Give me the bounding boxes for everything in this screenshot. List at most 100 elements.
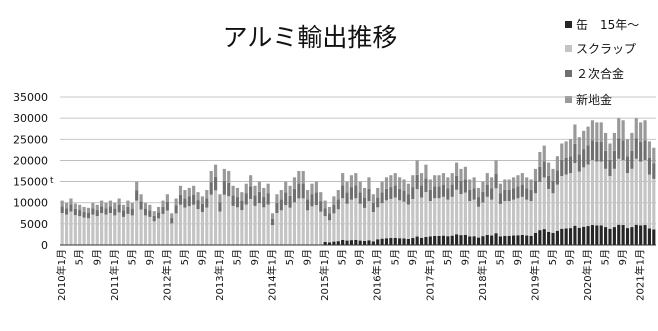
bar-series: [60, 118, 656, 245]
x-tick-label: 5月: [284, 249, 296, 265]
bar-segment-secondary-alloy: [415, 174, 419, 190]
bar-segment-secondary-alloy: [354, 185, 358, 199]
legend-swatch-scrap: [565, 45, 572, 52]
bar-segment-secondary-alloy: [538, 166, 542, 182]
bar-segment-secondary-alloy: [428, 189, 432, 202]
bar-segment-can: [604, 227, 608, 245]
bar-segment-secondary-alloy: [568, 156, 573, 174]
bar-segment-primary-ingot: [481, 181, 485, 192]
bar-segment-primary-ingot: [604, 132, 608, 151]
bar-segment-primary-ingot: [235, 187, 240, 198]
bar-segment-scrap: [533, 193, 538, 233]
bar-segment-scrap: [275, 213, 279, 245]
bar-segment-secondary-alloy: [235, 197, 240, 208]
bar-segment-scrap: [78, 216, 82, 245]
bar-segment-scrap: [582, 167, 586, 227]
bar-segment-can: [349, 240, 354, 245]
bar-segment-secondary-alloy: [227, 182, 231, 197]
bar-segment-secondary-alloy: [358, 192, 362, 204]
bar-segment-scrap: [178, 204, 183, 245]
bar-segment-secondary-alloy: [187, 196, 191, 207]
x-tick-label: 2011年1月: [108, 249, 121, 301]
x-tick-label: 9月: [407, 249, 419, 265]
bar-segment-secondary-alloy: [494, 173, 498, 189]
bar-segment-primary-ingot: [371, 194, 375, 203]
x-tick-label: 5月: [600, 249, 612, 265]
bar-segment-scrap: [512, 199, 516, 236]
bar-segment-scrap: [266, 204, 270, 245]
bar-segment-secondary-alloy: [209, 182, 213, 195]
bar-segment-secondary-alloy: [533, 181, 538, 194]
bar-segment-primary-ingot: [498, 183, 503, 194]
bar-segment-scrap: [257, 203, 261, 245]
bar-segment-can: [428, 236, 432, 245]
bar-segment-primary-ingot: [621, 120, 625, 141]
x-tick-label: 5月: [389, 249, 401, 265]
bar-segment-secondary-alloy: [113, 208, 117, 216]
bar-segment-secondary-alloy: [69, 204, 73, 212]
bar-segment-secondary-alloy: [617, 138, 621, 159]
bar-segment-can: [586, 226, 590, 245]
x-tick-label: 2013年1月: [213, 249, 226, 301]
bar-segment-primary-ingot: [126, 200, 130, 207]
bar-segment-primary-ingot: [533, 168, 538, 182]
bar-segment-secondary-alloy: [402, 190, 406, 202]
bar-segment-scrap: [314, 205, 318, 245]
bar-segment-scrap: [288, 207, 292, 245]
bar-segment-can: [481, 236, 485, 245]
bar-segment-secondary-alloy: [577, 154, 581, 172]
bar-segment-primary-ingot: [450, 173, 454, 185]
bar-segment-primary-ingot: [262, 187, 266, 198]
bar-segment-scrap: [419, 197, 424, 238]
bar-segment-scrap: [200, 211, 205, 245]
bar-segment-secondary-alloy: [459, 181, 463, 194]
bar-segment-primary-ingot: [332, 196, 336, 205]
bar-segment-secondary-alloy: [485, 184, 489, 197]
bar-segment-primary-ingot: [643, 120, 647, 141]
bar-segment-scrap: [547, 188, 551, 232]
bar-segment-scrap: [538, 181, 542, 231]
bar-segment-can: [582, 226, 586, 245]
bar-segment-scrap: [551, 193, 555, 233]
bar-segment-primary-ingot: [270, 213, 275, 219]
bar-segment-secondary-alloy: [292, 188, 297, 203]
bar-segment-scrap: [301, 198, 305, 245]
bar-segment-primary-ingot: [157, 206, 161, 213]
bar-segment-primary-ingot: [341, 173, 345, 186]
bar-segment-scrap: [174, 213, 178, 245]
bar-segment-primary-ingot: [130, 202, 134, 209]
bar-segment-primary-ingot: [363, 187, 367, 198]
bar-segment-secondary-alloy: [349, 187, 354, 200]
bar-segment-secondary-alloy: [196, 200, 200, 210]
legend-swatch-primary-ingot: [565, 96, 572, 103]
bar-segment-primary-ingot: [178, 185, 183, 195]
bar-segment-scrap: [341, 198, 345, 240]
x-tick-label: 5月: [547, 249, 559, 265]
bar-segment-primary-ingot: [625, 139, 630, 157]
bar-segment-can: [367, 240, 371, 245]
bar-segment-can: [529, 235, 533, 245]
bar-segment-primary-ingot: [314, 181, 318, 193]
bar-segment-primary-ingot: [240, 192, 244, 201]
bar-segment-scrap: [358, 203, 362, 241]
bar-segment-can: [612, 227, 616, 245]
y-tick-label: 5000: [20, 218, 48, 231]
bar-segment-scrap: [450, 196, 454, 236]
bar-segment-primary-ingot: [345, 181, 349, 193]
bar-segment-primary-ingot: [542, 145, 546, 162]
x-tick-label: 9月: [512, 249, 524, 265]
bar-segment-primary-ingot: [165, 194, 169, 202]
bar-segment-can: [380, 238, 384, 245]
bar-segment-can: [595, 225, 599, 245]
bar-segment-scrap: [306, 210, 310, 245]
bar-segment-scrap: [244, 204, 248, 245]
bar-segment-scrap: [148, 216, 152, 245]
legend-label-primary-ingot: 新地金: [576, 92, 612, 107]
bar-segment-scrap: [139, 209, 143, 245]
bar-segment-can: [389, 238, 393, 245]
bar-segment-primary-ingot: [634, 118, 638, 139]
bar-segment-scrap: [446, 199, 450, 237]
bar-segment-primary-ingot: [187, 187, 191, 197]
bar-segment-primary-ingot: [205, 190, 209, 199]
bar-segment-can: [512, 235, 516, 245]
